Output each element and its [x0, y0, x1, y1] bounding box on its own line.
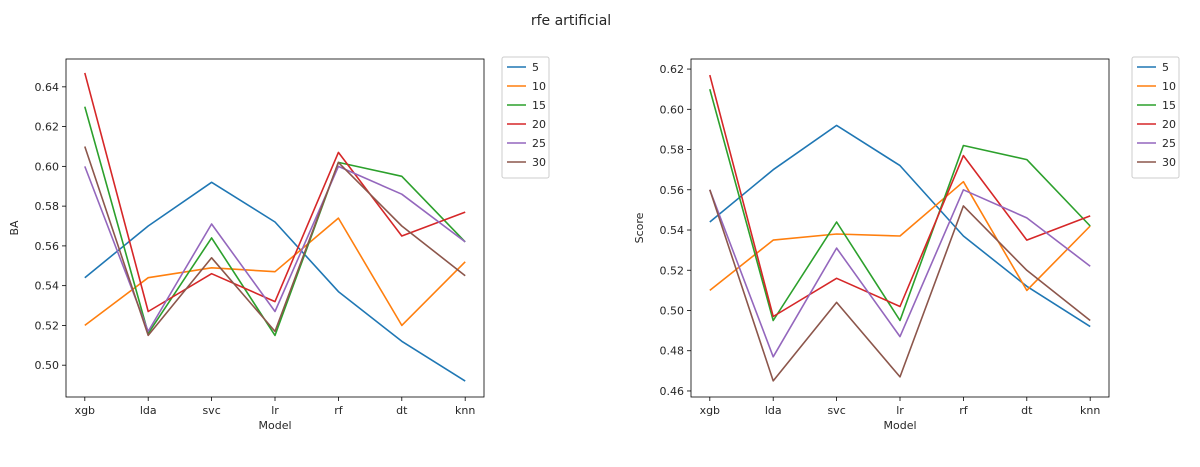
chart-ba: xgb lda svc lr rf dt knn 0.50 0.52 0.54 0.56 0.58 0.… [8, 56, 550, 432]
figure-title: rfe artificial [531, 13, 611, 29]
legend-label: 20 [532, 118, 546, 131]
legend-label: 30 [1162, 156, 1176, 169]
y-tick-label: 0.60 [35, 160, 60, 173]
x-tick-label: knn [1080, 404, 1100, 417]
series-line-25 [709, 189, 1091, 358]
y-tick-label: 0.46 [660, 385, 685, 398]
series-line-20 [84, 72, 466, 313]
y-tick-label: 0.50 [35, 359, 60, 372]
series-line-10 [709, 180, 1091, 292]
x-tick-label: xgb [700, 404, 720, 417]
legend-label: 25 [1162, 137, 1176, 150]
chart-score: xgb lda svc lr rf dt knn 0.46 0.48 0.50 0.52 0.54 0.… [633, 56, 1180, 432]
series-line-25 [84, 165, 466, 333]
x-tick-label: xgb [75, 404, 95, 417]
y-tick-label: 0.58 [660, 144, 685, 157]
legend-box [501, 56, 550, 179]
series-line-5 [84, 181, 466, 382]
y-tick-label: 0.48 [660, 345, 685, 358]
legend-label: 25 [532, 137, 546, 150]
y-tick-label: 0.54 [35, 280, 60, 293]
y-tick-label: 0.52 [35, 319, 60, 332]
legend-label: 20 [1162, 118, 1176, 131]
x-tick-label: svc [202, 404, 220, 417]
x-tick-label: knn [455, 404, 475, 417]
y-tick-label: 0.52 [660, 264, 685, 277]
y-tick-label: 0.62 [35, 121, 60, 134]
legend-label: 10 [532, 80, 546, 93]
y-tick-label: 0.54 [660, 224, 685, 237]
series-line-10 [84, 217, 466, 327]
x-tick-label: lda [140, 404, 157, 417]
y-tick-label: 0.58 [35, 200, 60, 213]
x-tick-label: dt [396, 404, 408, 417]
y-tick-label: 0.56 [660, 184, 685, 197]
x-tick-label: lda [765, 404, 782, 417]
x-tick-label: svc [827, 404, 845, 417]
legend-box [1131, 56, 1180, 179]
legend-label: 30 [532, 156, 546, 169]
x-axis-label: Model [258, 419, 291, 432]
y-tick-label: 0.50 [660, 304, 685, 317]
legend: 5 10 15 20 25 30 [1131, 56, 1180, 179]
y-tick-label: 0.56 [35, 240, 60, 253]
y-axis-label: Score [633, 212, 646, 243]
legend-label: 10 [1162, 80, 1176, 93]
series-line-15 [709, 88, 1091, 322]
x-axis-label: Model [883, 419, 916, 432]
legend-label: 5 [1162, 61, 1169, 74]
x-tick-label: rf [334, 404, 344, 417]
x-tick-label: lr [896, 404, 904, 417]
y-axis-label: BA [8, 220, 21, 236]
legend: 5 10 15 20 25 30 [501, 56, 550, 179]
series-line-20 [709, 74, 1091, 318]
legend-label: 15 [532, 99, 546, 112]
legend-label: 15 [1162, 99, 1176, 112]
legend-label: 5 [532, 61, 539, 74]
y-tick-label: 0.64 [35, 81, 60, 94]
x-tick-label: lr [271, 404, 279, 417]
series-line-30 [84, 146, 466, 337]
y-tick-label: 0.60 [660, 103, 685, 116]
x-tick-label: rf [959, 404, 969, 417]
x-tick-label: dt [1021, 404, 1033, 417]
series-line-5 [709, 124, 1091, 328]
series-line-30 [709, 189, 1091, 382]
y-tick-label: 0.62 [660, 63, 685, 76]
